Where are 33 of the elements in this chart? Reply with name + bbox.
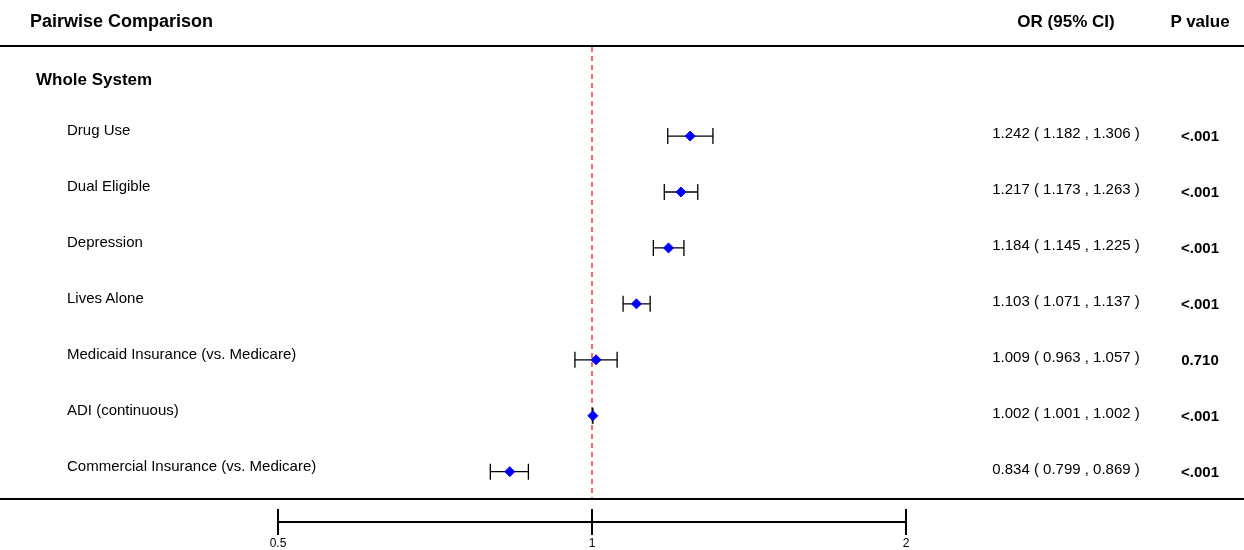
point [630,298,642,310]
y-tick-label: Medicaid Insurance (vs. Medicare) [67,344,297,362]
text: <.001 [1181,462,1219,480]
y-tick-label: Dual Eligible [67,177,151,195]
x-tick-label: 1 [588,536,596,550]
data-label: 1.242 ( 1.182 , 1.306 ) [992,124,1140,142]
data-label: 1.184 ( 1.145 , 1.225 ) [992,236,1140,254]
point [663,242,675,254]
text: <.001 [1181,295,1219,313]
x-tick-label: 2 [902,536,910,550]
y-tick-label: Drug Use [67,121,131,139]
y-tick-label: Commercial Insurance (vs. Medicare) [67,456,317,474]
text: <.001 [1181,183,1219,201]
y-tick-label: Depression [67,233,143,251]
text: Pairwise Comparison [30,10,214,31]
text: P value [1170,11,1230,31]
point [590,354,602,366]
point [587,410,599,422]
text: <.001 [1181,127,1219,145]
text: 0.710 [1181,350,1219,368]
data-label: 1.103 ( 1.071 , 1.137 ) [992,292,1140,310]
data-label: 0.834 ( 0.799 , 0.869 ) [992,459,1140,477]
text: Whole System [36,69,153,89]
data-label: 1.002 ( 1.001 , 1.002 ) [992,403,1140,421]
y-tick-label: ADI (continuous) [67,400,179,418]
y-tick-label: Lives Alone [67,289,144,307]
data-label: 1.009 ( 0.963 , 1.057 ) [992,347,1140,365]
text: <.001 [1181,239,1219,257]
data-label: 1.217 ( 1.173 , 1.263 ) [992,180,1140,198]
text: <.001 [1181,406,1219,424]
point [675,186,687,198]
x-tick-label: 0.5 [269,536,287,550]
text: OR (95% CI) [1017,11,1115,31]
